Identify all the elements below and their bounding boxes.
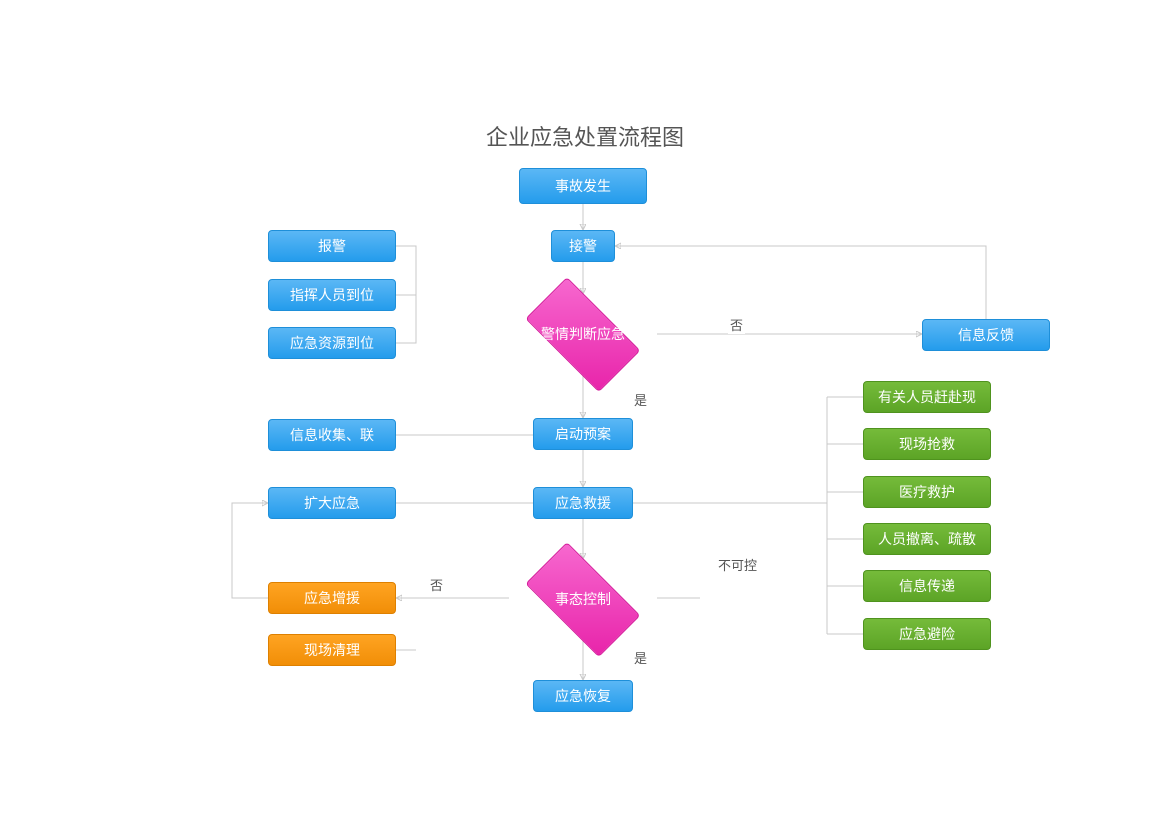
- node-reinforcement: 应急增援: [268, 582, 396, 614]
- edge-label-yes-1: 是: [632, 390, 649, 409]
- node-start-plan: 启动预案: [533, 418, 633, 450]
- edge-label-uncontrollable: 不可控: [716, 555, 759, 574]
- node-accident: 事故发生: [519, 168, 647, 204]
- node-commanders-ready: 指挥人员到位: [268, 279, 396, 311]
- decision-judge: 警情判断应急: [509, 292, 657, 376]
- node-alarm: 报警: [268, 230, 396, 262]
- node-info-relay: 信息传递: [863, 570, 991, 602]
- node-risk-avoid: 应急避险: [863, 618, 991, 650]
- edge-label-yes-2: 是: [632, 648, 649, 667]
- decision-control-label: 事态控制: [555, 589, 611, 609]
- node-resources-ready: 应急资源到位: [268, 327, 396, 359]
- node-info-collect: 信息收集、联: [268, 419, 396, 451]
- node-recovery: 应急恢复: [533, 680, 633, 712]
- node-onsite-rescue: 现场抢救: [863, 428, 991, 460]
- node-site-cleanup: 现场清理: [268, 634, 396, 666]
- node-evacuation: 人员撤离、疏散: [863, 523, 991, 555]
- node-medical: 医疗救护: [863, 476, 991, 508]
- node-emergency-rescue: 应急救援: [533, 487, 633, 519]
- node-feedback: 信息反馈: [922, 319, 1050, 351]
- node-receive-alarm: 接警: [551, 230, 615, 262]
- decision-judge-label: 警情判断应急: [541, 324, 625, 344]
- flowchart-title: 企业应急处置流程图: [0, 120, 1170, 152]
- node-expand-response: 扩大应急: [268, 487, 396, 519]
- edge-label-no-2: 否: [428, 575, 445, 594]
- decision-control: 事态控制: [509, 557, 657, 641]
- edge-label-no-1: 否: [728, 315, 745, 334]
- node-personnel-arrive: 有关人员赶赴现: [863, 381, 991, 413]
